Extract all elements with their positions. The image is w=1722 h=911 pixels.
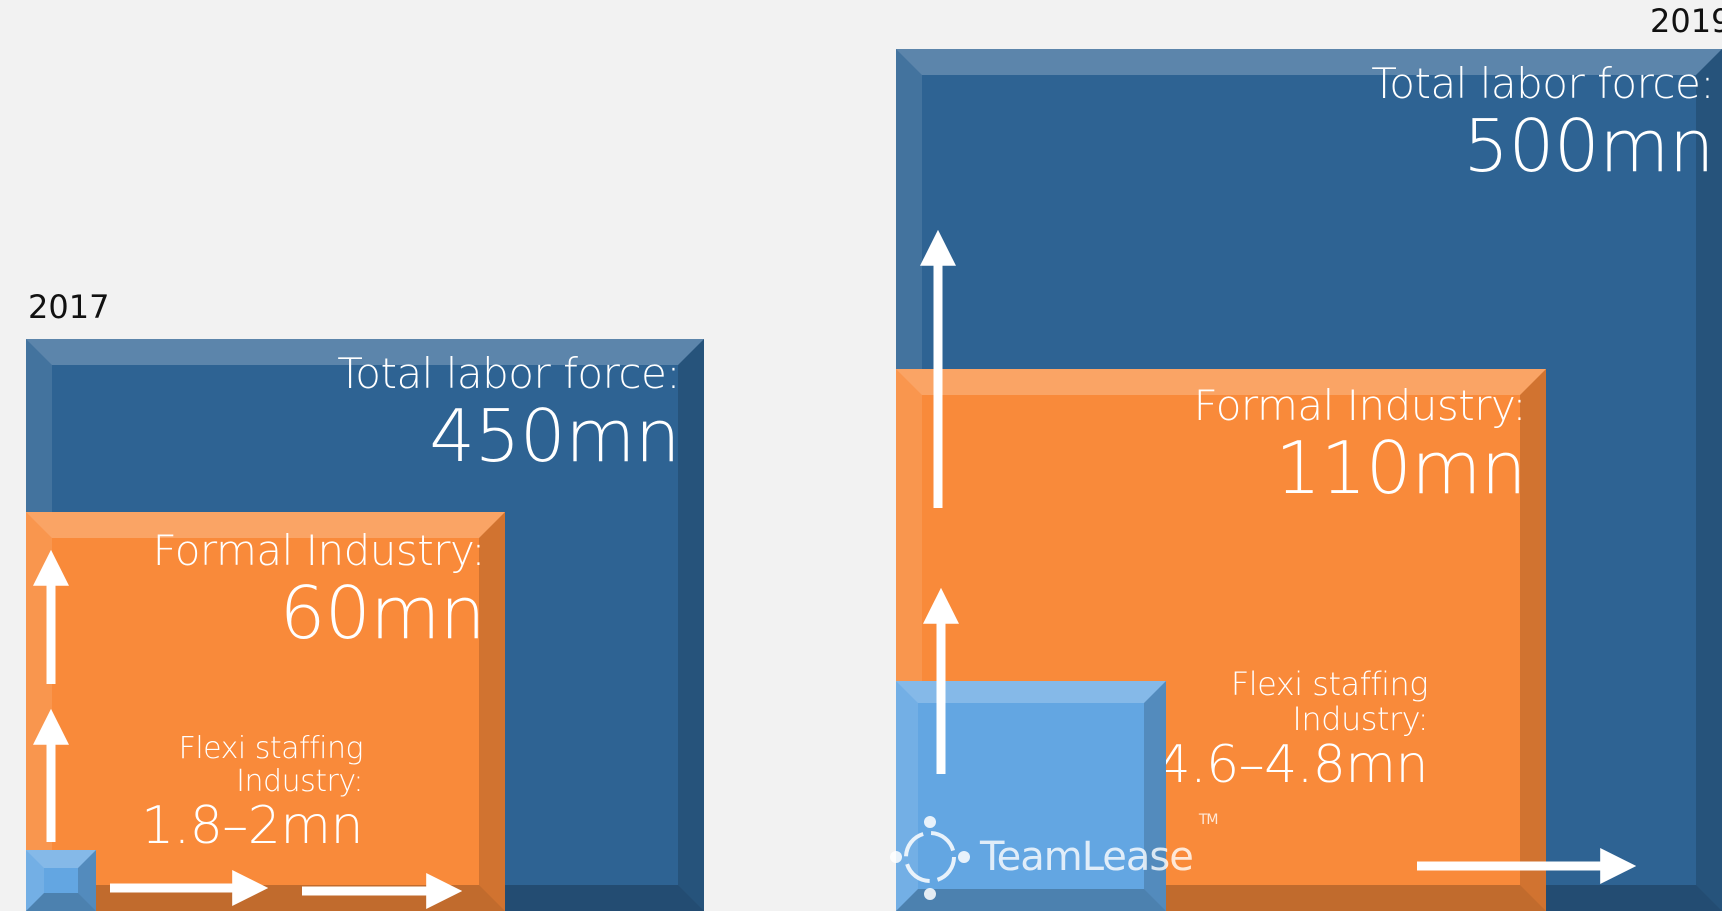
formal-industry-label-2019: Formal Industry: 110mn — [1193, 381, 1527, 511]
total-labor-force-value-2017: 450mn — [429, 394, 680, 479]
year-2017-label: 2017 — [28, 288, 110, 326]
teamlease-logo: TeamLease TM — [890, 812, 1218, 902]
total-labor-force-value-2019: 500mn — [1463, 104, 1714, 189]
flexi-staffing-label-2017: Flexi staffing Industry: 1.8–2mn — [141, 732, 363, 855]
flexi-staffing-title-line2-2017: Industry: — [236, 764, 363, 799]
flexi-staffing-title-line1-2017: Flexi staffing — [178, 731, 364, 766]
flexi-staffing-title-line1-2019: Flexi staffing — [1230, 665, 1429, 703]
total-labor-force-label-2019: Total labor force: 500mn — [1371, 59, 1714, 189]
teamlease-logo-icon — [890, 816, 970, 900]
formal-industry-label-2017: Formal Industry: 60mn — [152, 526, 486, 656]
total-labor-force-title-2019: Total labor force: — [1371, 59, 1714, 108]
total-labor-force-title-2017: Total labor force: — [337, 349, 680, 398]
flexi-staffing-label-2019: Flexi staffing Industry: 4.6–4.8mn — [1157, 665, 1429, 796]
flexi-staffing-value-2017: 1.8–2mn — [141, 796, 363, 856]
formal-industry-value-2019: 110mn — [1275, 426, 1526, 511]
formal-industry-title-2019: Formal Industry: — [1193, 381, 1527, 430]
formal-industry-title-2017: Formal Industry: — [152, 526, 486, 575]
flexi-staffing-value-2019: 4.6–4.8mn — [1157, 735, 1428, 796]
total-labor-force-label-2017: Total labor force: 450mn — [337, 349, 680, 479]
teamlease-logo-text: TeamLease — [980, 834, 1194, 880]
teamlease-logo-tm: TM — [1198, 812, 1219, 828]
year-2019-label: 2019 — [1650, 2, 1722, 40]
flexi-staffing-title-line2-2019: Industry: — [1292, 700, 1428, 739]
formal-industry-value-2017: 60mn — [279, 571, 486, 656]
